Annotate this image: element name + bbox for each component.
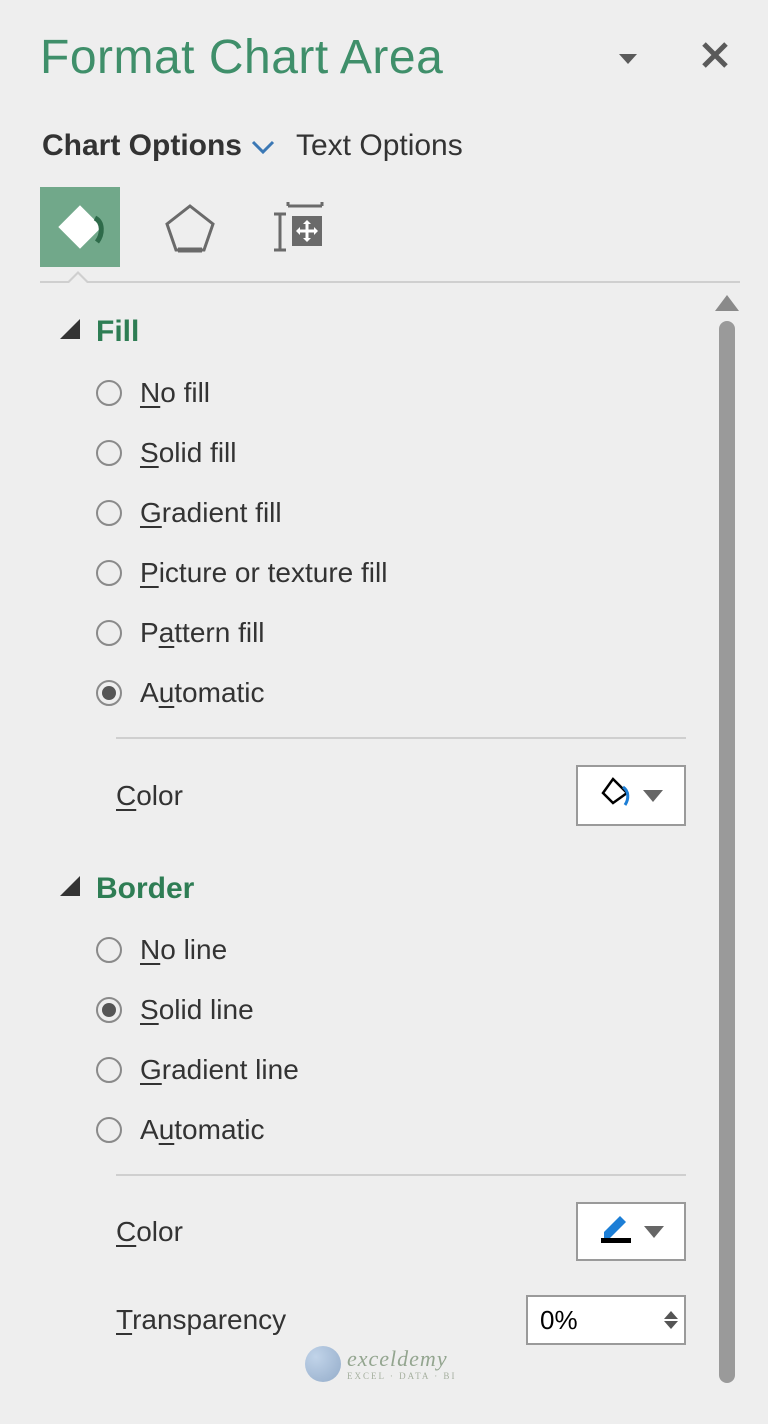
close-icon[interactable] bbox=[700, 39, 730, 77]
radio-no-fill[interactable]: No fill bbox=[96, 377, 704, 409]
radio-icon bbox=[96, 620, 122, 646]
collapse-icon bbox=[60, 319, 80, 339]
transparency-input[interactable] bbox=[528, 1297, 658, 1343]
effects-icon[interactable] bbox=[150, 187, 230, 267]
dropdown-icon bbox=[644, 1226, 664, 1238]
fill-and-line-icon[interactable] bbox=[40, 187, 120, 267]
radio-icon bbox=[96, 997, 122, 1023]
radio-label: No line bbox=[140, 934, 227, 966]
tab-label: Text Options bbox=[296, 129, 463, 163]
radio-label: Automatic bbox=[140, 677, 265, 709]
radio-label: Solid fill bbox=[140, 437, 237, 469]
border-section-toggle[interactable]: Border bbox=[60, 872, 704, 906]
fill-section-toggle[interactable]: Fill bbox=[60, 315, 704, 349]
pen-icon bbox=[598, 1212, 634, 1251]
radio-label: Pattern fill bbox=[140, 617, 265, 649]
radio-label: Picture or texture fill bbox=[140, 557, 387, 589]
tab-text-options[interactable]: Text Options bbox=[294, 125, 465, 167]
radio-label: Gradient fill bbox=[140, 497, 282, 529]
radio-label: No fill bbox=[140, 377, 210, 409]
scroll-thumb[interactable] bbox=[719, 321, 735, 1383]
radio-automatic-fill[interactable]: Automatic bbox=[96, 677, 704, 709]
border-color-label: Color bbox=[116, 1216, 183, 1248]
radio-picture-fill[interactable]: Picture or texture fill bbox=[96, 557, 704, 589]
collapse-icon bbox=[60, 876, 80, 896]
radio-icon bbox=[96, 1117, 122, 1143]
radio-icon bbox=[96, 380, 122, 406]
radio-icon bbox=[96, 680, 122, 706]
radio-automatic-line[interactable]: Automatic bbox=[96, 1114, 704, 1146]
transparency-label: Transparency bbox=[116, 1304, 286, 1336]
radio-gradient-line[interactable]: Gradient line bbox=[96, 1054, 704, 1086]
pane-title: Format Chart Area bbox=[40, 30, 443, 85]
section-title: Border bbox=[96, 872, 194, 906]
radio-pattern-fill[interactable]: Pattern fill bbox=[96, 617, 704, 649]
radio-label: Solid line bbox=[140, 994, 254, 1026]
radio-solid-line[interactable]: Solid line bbox=[96, 994, 704, 1026]
radio-gradient-fill[interactable]: Gradient fill bbox=[96, 497, 704, 529]
chevron-down-icon bbox=[250, 131, 276, 162]
fill-color-button[interactable] bbox=[576, 765, 686, 826]
radio-icon bbox=[96, 937, 122, 963]
spin-down-icon[interactable] bbox=[664, 1321, 678, 1329]
tab-chart-options[interactable]: Chart Options bbox=[40, 125, 278, 167]
radio-label: Automatic bbox=[140, 1114, 265, 1146]
radio-label: Gradient line bbox=[140, 1054, 299, 1086]
radio-no-line[interactable]: No line bbox=[96, 934, 704, 966]
dropdown-icon bbox=[643, 790, 663, 802]
radio-solid-fill[interactable]: Solid fill bbox=[96, 437, 704, 469]
size-properties-icon[interactable] bbox=[260, 187, 340, 267]
divider bbox=[40, 281, 740, 283]
scroll-up-icon[interactable] bbox=[715, 295, 739, 311]
section-title: Fill bbox=[96, 315, 139, 349]
scrollbar[interactable] bbox=[714, 283, 740, 1383]
radio-icon bbox=[96, 560, 122, 586]
fill-color-label: Color bbox=[116, 780, 183, 812]
border-color-button[interactable] bbox=[576, 1202, 686, 1261]
tab-label: Chart Options bbox=[42, 129, 242, 163]
radio-icon bbox=[96, 1057, 122, 1083]
transparency-spinner[interactable] bbox=[526, 1295, 686, 1345]
spin-up-icon[interactable] bbox=[664, 1311, 678, 1319]
radio-icon bbox=[96, 500, 122, 526]
paint-bucket-icon bbox=[599, 775, 633, 816]
radio-icon bbox=[96, 440, 122, 466]
pane-options-dropdown[interactable] bbox=[616, 44, 640, 72]
